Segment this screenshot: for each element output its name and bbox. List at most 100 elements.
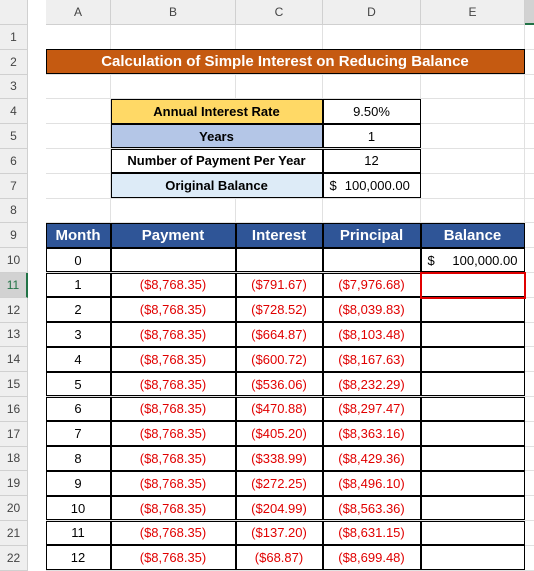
month[interactable]: 6 [45,396,111,422]
payment[interactable]: ($8,768.35) [110,297,236,323]
grid-cell[interactable] [421,25,525,50]
interest[interactable]: ($536.06) [235,371,323,397]
month[interactable]: 5 [45,371,111,397]
month[interactable]: 7 [45,421,111,447]
row-header[interactable]: 15 [0,372,28,397]
principal[interactable]: ($8,363.16) [322,421,421,447]
grid-cell[interactable] [525,174,534,199]
month[interactable]: 1 [45,272,111,298]
balance[interactable] [420,470,525,496]
grid-cell[interactable] [525,248,534,273]
grid-cell[interactable] [525,99,534,125]
grid-cell[interactable] [525,273,534,298]
month[interactable]: 12 [45,545,111,571]
interest[interactable]: ($405.20) [235,421,323,447]
grid-cell[interactable] [421,545,525,571]
row-header[interactable]: 14 [0,347,28,373]
row-header[interactable]: 9 [0,223,28,249]
payment[interactable]: ($8,768.35) [110,446,236,471]
grid-cell[interactable] [421,74,525,100]
interest[interactable]: ($728.52) [235,297,323,323]
principal[interactable]: ($8,297.47) [322,396,421,422]
grid-cell[interactable] [525,223,534,249]
month[interactable]: 3 [45,322,111,347]
balance[interactable] [420,371,525,397]
balance[interactable] [420,520,525,546]
input-value[interactable]: 9.50% [322,98,421,124]
grid-cell[interactable] [46,99,111,125]
month[interactable]: 2 [45,297,111,323]
input-value[interactable]: 1 [322,123,421,149]
grid-cell[interactable] [46,124,111,149]
grid-cell[interactable] [525,323,534,348]
row-header[interactable]: 11 [0,273,28,298]
payment[interactable]: ($8,768.35) [110,322,236,347]
grid-cell[interactable] [525,447,534,472]
balance[interactable] [420,322,525,347]
row-header[interactable]: 18 [0,446,28,472]
grid-cell[interactable] [525,298,534,323]
grid-cell[interactable] [323,25,421,50]
grid-cell[interactable] [525,50,534,75]
balance[interactable] [420,421,525,447]
row-header[interactable]: 1 [0,25,28,50]
interest[interactable]: ($68.87) [235,545,323,571]
column-header[interactable]: D [323,0,421,25]
payment[interactable]: ($8,768.35) [110,470,236,496]
grid-cell[interactable] [525,347,534,373]
grid-cell[interactable] [525,25,534,50]
principal[interactable]: ($8,103.48) [322,322,421,347]
grid-cell[interactable] [525,199,534,224]
grid-cell[interactable] [236,74,323,100]
interest[interactable]: ($470.88) [235,396,323,422]
interest[interactable]: ($600.72) [235,346,323,372]
grid-cell[interactable] [46,198,111,224]
selected-cell[interactable] [420,272,526,299]
row-header[interactable]: 16 [0,397,28,422]
grid-cell[interactable] [323,74,421,100]
row-header[interactable]: 2 [0,49,28,75]
row-header[interactable]: 10 [0,248,28,273]
grid-cell[interactable] [323,173,421,199]
grid-cell[interactable] [525,546,534,571]
month[interactable]: 8 [45,446,111,471]
row-header[interactable]: 17 [0,421,28,447]
principal[interactable]: ($8,699.48) [322,545,421,571]
principal[interactable]: ($8,631.15) [322,520,421,546]
row-header[interactable]: 3 [0,74,28,100]
payment[interactable]: ($8,768.35) [110,396,236,422]
row-header[interactable]: 20 [0,496,28,521]
column-header[interactable]: E [421,0,525,25]
interest[interactable]: ($664.87) [235,322,323,347]
balance[interactable] [420,346,525,372]
payment[interactable]: ($8,768.35) [110,272,236,298]
grid-cell[interactable] [111,25,236,50]
grid-cell[interactable] [525,471,534,497]
principal[interactable]: ($8,039.83) [322,297,421,323]
balance[interactable] [420,495,525,521]
balance[interactable] [420,446,525,471]
grid-cell[interactable] [421,99,525,125]
grid-cell[interactable] [525,521,534,546]
row-header[interactable]: 13 [0,322,28,348]
column-header[interactable]: F [525,0,534,25]
grid-cell[interactable] [111,74,236,100]
grid-cell[interactable] [46,25,111,50]
column-header[interactable]: B [111,0,236,25]
payment[interactable]: ($8,768.35) [110,421,236,447]
row-header[interactable]: 22 [0,545,28,571]
month[interactable]: 10 [45,495,111,521]
grid-cell[interactable] [421,49,525,75]
grid-cell[interactable] [525,372,534,397]
row-header[interactable]: 12 [0,297,28,323]
row-header[interactable]: 7 [0,173,28,199]
month[interactable]: 4 [45,346,111,372]
balance[interactable] [420,545,525,571]
grid-cell[interactable] [111,198,236,224]
row-header[interactable]: 8 [0,198,28,224]
month[interactable]: 11 [45,520,111,546]
payment[interactable]: ($8,768.35) [110,371,236,397]
grid-cell[interactable] [46,74,111,100]
grid-cell[interactable] [421,496,525,521]
row-header[interactable]: 19 [0,471,28,497]
